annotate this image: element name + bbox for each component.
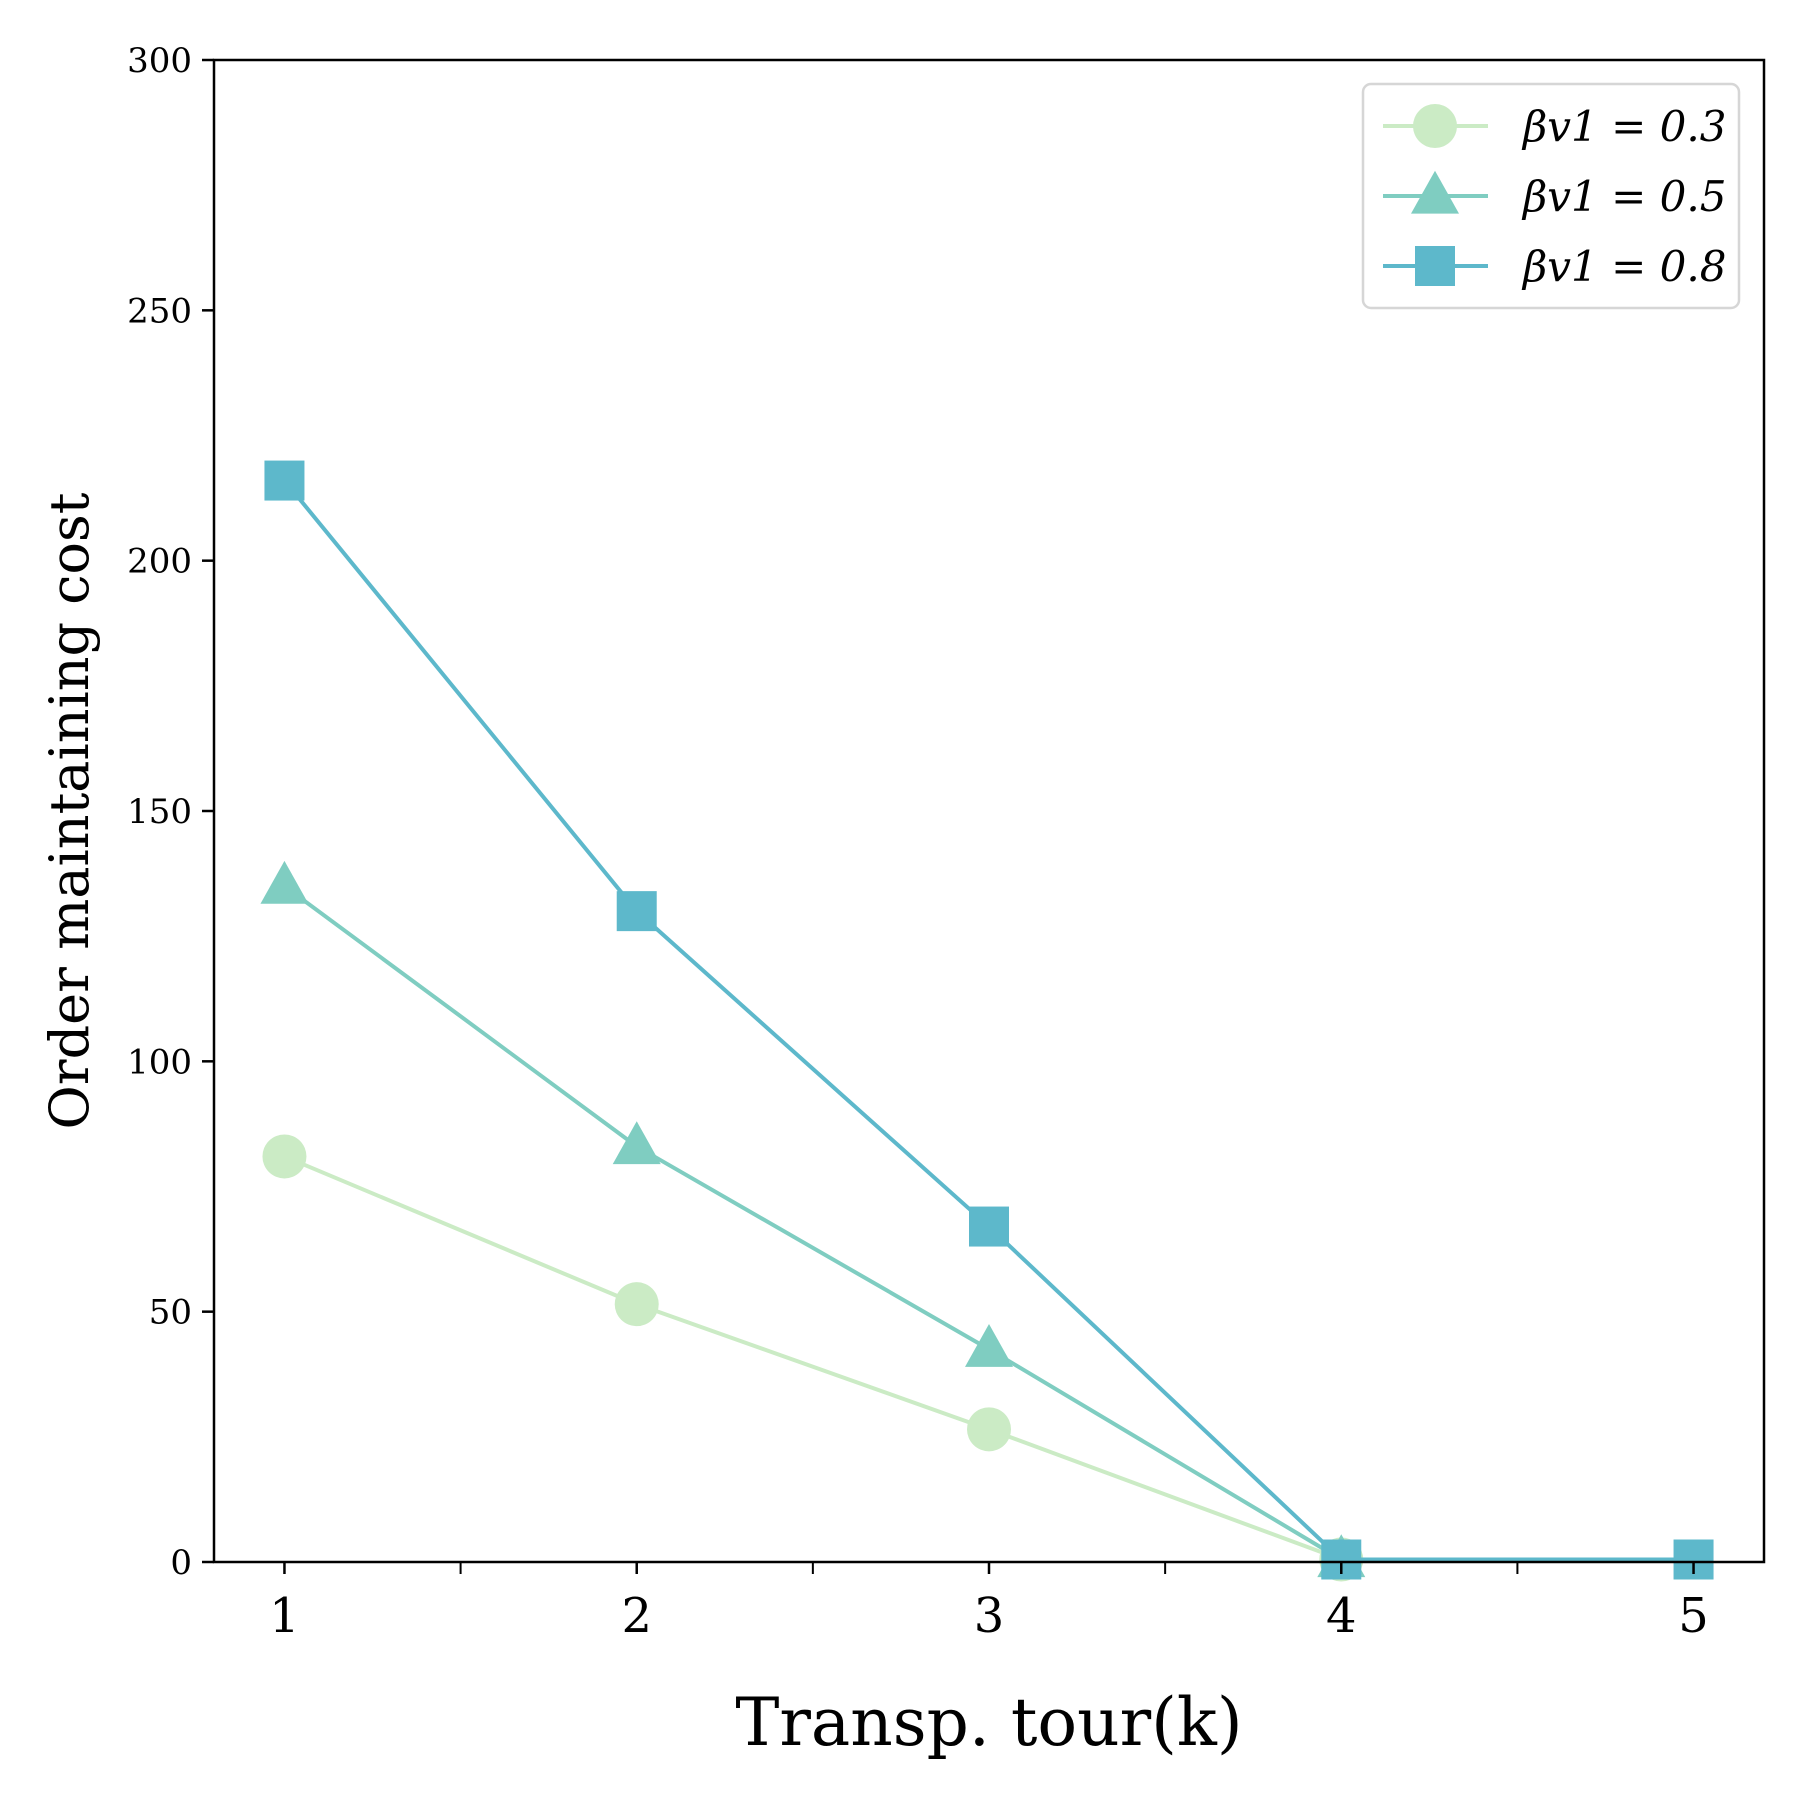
legend-box [1361, 82, 1741, 310]
data-point-square [969, 1206, 1009, 1247]
legend-marker-triangle [1411, 170, 1459, 214]
legend-label: βv1 = 0.5 [1521, 172, 1726, 221]
data-point-circle [262, 1134, 307, 1179]
series-triangle [260, 860, 1366, 1578]
legend-marker-circle [1413, 104, 1457, 148]
legend-item: βv1 = 0.3 [1383, 102, 1726, 151]
series-square [264, 460, 1714, 1580]
y-axis-label: Order maintaining cost [38, 492, 101, 1129]
legend-item: βv1 = 0.8 [1383, 242, 1726, 291]
y-tick-label: 250 [127, 291, 192, 331]
y-tick-label: 100 [127, 1042, 192, 1082]
x-tick-label: 4 [1326, 1588, 1357, 1644]
y-tick-label: 300 [127, 41, 192, 81]
legend-label: βv1 = 0.8 [1521, 242, 1726, 291]
plot-area [260, 460, 1714, 1582]
legend-marker-square [1415, 246, 1455, 286]
axes: 0 50 100 150 200 250 300 1 2 3 4 5 [127, 41, 1709, 1644]
data-point-circle [614, 1282, 659, 1327]
x-tick-label: 2 [621, 1588, 652, 1644]
y-tick-label: 200 [127, 542, 192, 582]
series-line [282, 479, 1694, 1562]
y-tick-label: 50 [149, 1293, 192, 1333]
y-tick-label: 150 [127, 792, 192, 832]
data-point-square [264, 460, 305, 501]
legend-item: βv1 = 0.5 [1383, 170, 1726, 221]
data-point-triangle [965, 1324, 1013, 1367]
x-tick-label: 1 [269, 1588, 300, 1644]
data-point-square [616, 891, 657, 932]
data-point-triangle [612, 1121, 661, 1165]
x-tick-label: 5 [1678, 1588, 1709, 1644]
legend-label: βv1 = 0.3 [1521, 102, 1726, 151]
series-line [283, 884, 1343, 1562]
y-tick-label: 0 [170, 1543, 192, 1583]
x-tick-label: 3 [974, 1588, 1005, 1644]
data-point-triangle [260, 860, 309, 904]
series-circle [262, 1134, 1364, 1582]
series-line [283, 1154, 1342, 1562]
data-point-circle [967, 1407, 1011, 1452]
x-axis-label: Transp. tour(k) [735, 1684, 1242, 1761]
legend: βv1 = 0.3 βv1 = 0.5 βv1 = 0.8 [1361, 82, 1741, 310]
